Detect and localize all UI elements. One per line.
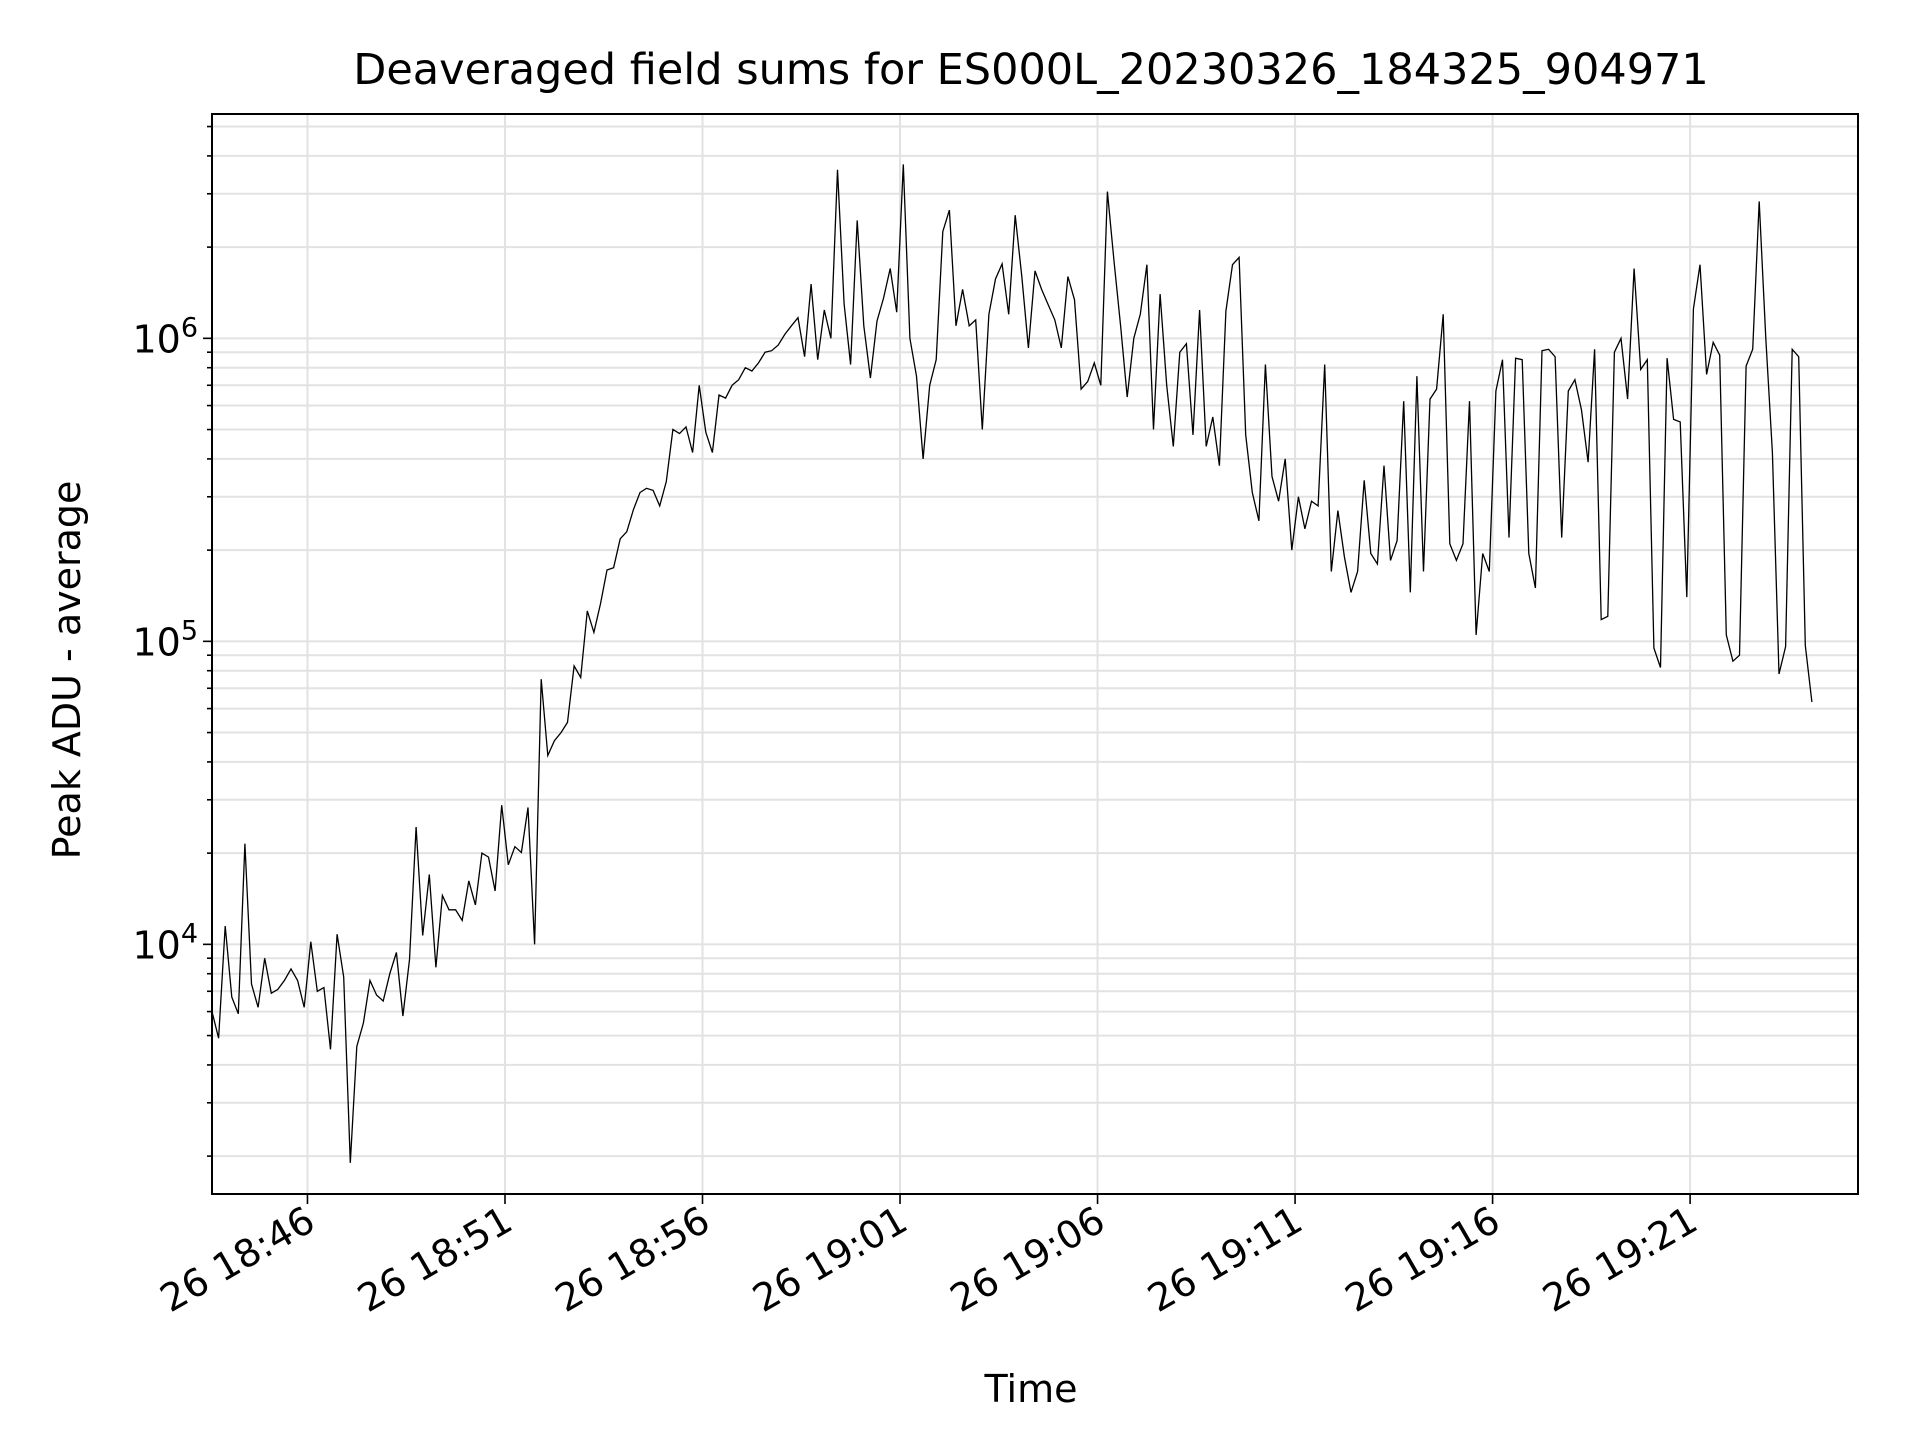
x-axis-label: Time [984,1367,1078,1411]
y-tick-base: 10 [132,620,180,664]
y-tick-exponent: 4 [181,918,198,949]
y-tick-label: 106 [132,312,198,361]
chart-title: Deaveraged field sums for ES000L_2023032… [353,45,1709,95]
plot-frame [211,113,1859,1195]
series-line [212,164,1813,1163]
y-tick-exponent: 6 [181,312,198,343]
y-tick-label: 105 [132,615,198,664]
series-layer [212,164,1813,1163]
y-tick-base: 10 [132,317,180,361]
y-tick-label: 104 [132,918,198,967]
y-tick-exponent: 5 [181,615,198,646]
axis-ticks [203,125,1691,1204]
grid-lines [212,114,1858,1194]
y-axis-label: Peak ADU - average [45,481,89,860]
y-tick-base: 10 [132,923,180,967]
